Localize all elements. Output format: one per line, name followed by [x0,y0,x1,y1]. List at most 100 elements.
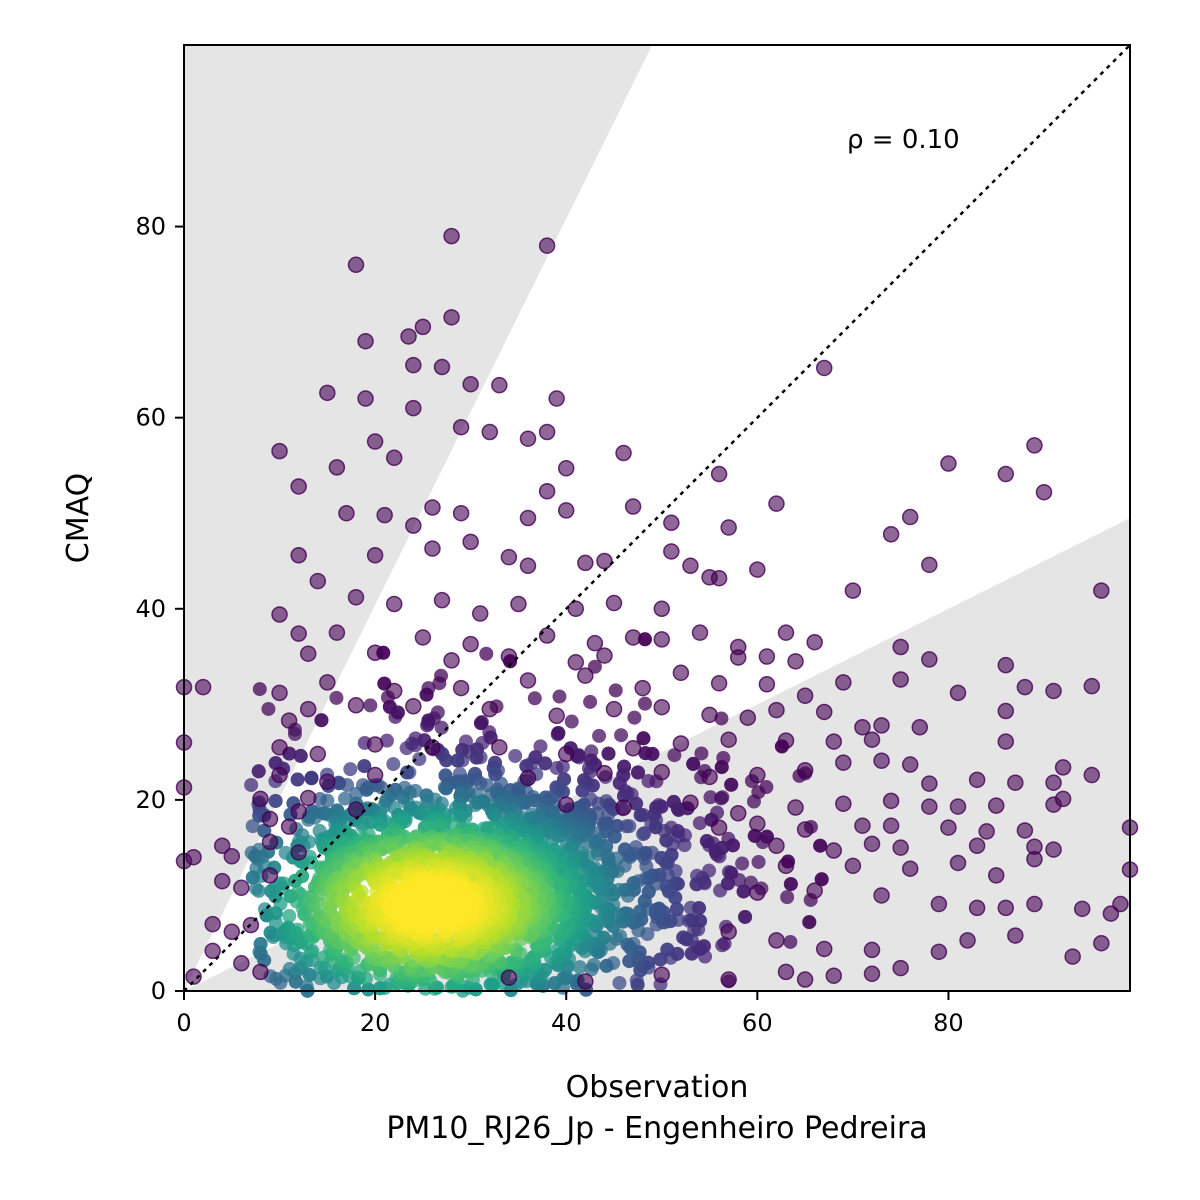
scatter-point [749,766,766,784]
density-point [599,958,614,973]
density-point [379,733,394,748]
scatter-point [328,624,346,641]
density-point [802,915,817,930]
scatter-point [930,943,948,961]
density-point [575,783,590,798]
density-point [813,838,828,853]
density-point [388,709,403,724]
scatter-point [261,810,279,828]
scatter-point [940,819,957,836]
density-point [546,832,561,847]
density-point [614,728,629,743]
density-point [639,859,654,874]
scatter-point [471,605,489,622]
scatter-point [835,795,852,812]
density-point [251,883,266,898]
scatter-point [462,533,479,551]
plot-frame [183,44,1131,992]
density-point [694,746,709,761]
scatter-point [299,700,317,718]
scatter-point [271,442,288,460]
scatter-point [538,627,556,644]
scatter-point [357,390,374,407]
scatter-point [892,638,909,656]
scatter-point [452,504,470,522]
density-point [290,922,305,937]
density-point [252,682,267,697]
scatter-point [720,971,737,988]
density-point [282,961,297,976]
scatter-point [672,664,690,682]
scatter-point [806,882,823,899]
scatter-point [405,697,422,715]
scatter-point [739,709,757,726]
scatter-point [424,739,441,756]
scatter-point [204,942,221,960]
density-point [686,756,701,771]
scatter-point [720,731,737,748]
density-point [714,760,729,775]
density-point [363,698,378,713]
scatter-point [1035,483,1053,501]
density-point [738,909,753,924]
scatter-point [538,237,556,254]
scatter-point [863,941,881,959]
scatter-point [854,817,871,834]
scatter-point [1054,790,1072,808]
density-point [550,727,565,742]
scatter-point [500,969,518,986]
scatter-point [653,698,671,716]
scatter-point [596,552,613,570]
scatter-point [997,702,1015,720]
scatter-point [892,671,909,688]
density-point [636,731,651,746]
scatter-point [366,766,384,784]
scatter-point [682,557,699,575]
scatter-point [768,932,785,949]
scatter-point [844,857,862,875]
scatter-point [882,525,900,543]
scatter-point [347,256,365,274]
scatter-point [940,455,957,472]
scatter-point [519,769,537,787]
scatter-point [825,842,843,859]
density-point [508,748,523,763]
scatter-point [749,561,766,578]
scatter-point [491,739,508,756]
scatter-point [405,517,422,534]
scatter-point [366,736,384,753]
scatter-point [663,543,680,560]
scatter-point [1045,841,1062,858]
scatter-point [280,712,298,729]
y-tick-label: 80 [135,213,166,241]
density-point [746,794,761,809]
density-point [622,954,637,969]
density-point [290,772,305,787]
scatter-point [949,798,967,815]
scatter-point [710,569,728,587]
scatter-point [557,460,575,477]
scatter-point [290,844,307,861]
scatter-point [997,899,1015,917]
density-point [527,691,542,706]
density-point [469,750,484,765]
scatter-point [414,318,432,336]
scatter-point [1064,948,1081,965]
scatter-point [366,547,384,564]
density-point [287,727,302,742]
density-point [641,774,656,789]
scatter-point [385,682,403,700]
scatter-point [768,701,785,719]
density-point [572,960,587,975]
density-point [713,883,728,898]
scatter-point [271,606,288,623]
scatter-point [519,672,537,689]
scatter-point [319,384,336,402]
density-point [268,793,283,808]
density-point [633,808,648,823]
density-point [637,696,652,711]
scatter-point [787,653,804,670]
scatter-point [357,332,374,350]
scatter-point [787,799,804,816]
correlation-annotation: ρ = 0.10 [847,125,960,155]
